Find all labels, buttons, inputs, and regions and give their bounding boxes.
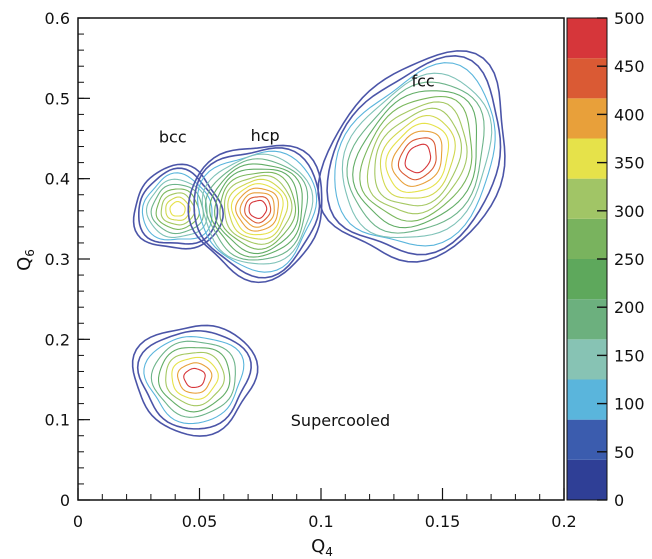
y-axis: 0 0.1 0.2 0.3 0.4 0.5 0.6 bbox=[45, 9, 90, 510]
y-axis-title: Q6 bbox=[14, 249, 37, 271]
colorbar: 0 50 100 150 200 250 300 350 400 450 500 bbox=[566, 9, 645, 510]
contour-line bbox=[248, 199, 268, 220]
contour-line bbox=[165, 196, 191, 221]
contour-line bbox=[326, 54, 502, 256]
contour-line bbox=[239, 192, 275, 228]
contour-line bbox=[223, 174, 293, 245]
contour-cluster-fcc bbox=[317, 50, 506, 263]
annotation-supercooled: Supercooled bbox=[291, 411, 390, 430]
colorbar-segment bbox=[567, 178, 607, 219]
contour-line bbox=[204, 158, 309, 261]
colorbar-segment bbox=[567, 58, 607, 99]
contour-line bbox=[397, 137, 437, 181]
contour-line bbox=[230, 183, 284, 236]
contour-line bbox=[183, 367, 206, 389]
y-tick-label: 0.4 bbox=[45, 170, 70, 189]
colorbar-segment bbox=[567, 259, 607, 300]
contour-line bbox=[143, 336, 245, 425]
contour-line bbox=[352, 90, 478, 229]
contour-line bbox=[317, 50, 506, 263]
contour-line bbox=[165, 351, 225, 407]
colorbar-segment bbox=[567, 339, 607, 380]
contour-line bbox=[193, 147, 321, 279]
contour-line bbox=[359, 95, 473, 222]
colorbar-segment bbox=[567, 138, 607, 179]
contour-line bbox=[346, 81, 485, 234]
colorbar-tick-label: 300 bbox=[614, 202, 645, 221]
colorbar-segment bbox=[567, 218, 607, 259]
colorbar-tick-label: 450 bbox=[614, 57, 645, 76]
contour-cluster-supercooled bbox=[131, 324, 259, 437]
contour-line bbox=[136, 330, 252, 430]
y-tick-label: 0.5 bbox=[45, 89, 70, 108]
colorbar-tick-label: 250 bbox=[614, 250, 645, 269]
contour-line bbox=[171, 356, 219, 400]
colorbar-segment bbox=[567, 299, 607, 340]
x-axis: 0 0.05 0.1 0.15 0.2 bbox=[73, 488, 577, 531]
colorbar-tick-label: 200 bbox=[614, 298, 645, 317]
contour-line bbox=[157, 347, 231, 413]
x-tick-label: 0.2 bbox=[551, 512, 576, 531]
contour-layer bbox=[131, 50, 506, 437]
colorbar-segment bbox=[567, 419, 607, 460]
contour-line bbox=[169, 200, 186, 217]
x-tick-label: 0 bbox=[73, 512, 83, 531]
contour-line bbox=[187, 144, 323, 284]
contour-line bbox=[374, 107, 463, 207]
contour-line bbox=[155, 188, 200, 230]
contour-line bbox=[177, 362, 213, 394]
colorbar-tick-label: 400 bbox=[614, 105, 645, 124]
contour-line bbox=[214, 168, 300, 255]
x-axis-title: Q4 bbox=[311, 536, 333, 559]
y-tick-label: 0.3 bbox=[45, 250, 70, 269]
annotation-fcc: fcc bbox=[411, 71, 434, 90]
x-axis-title-main: Q bbox=[311, 536, 325, 557]
contour-line bbox=[219, 171, 297, 250]
colorbar-segment bbox=[567, 379, 607, 420]
y-tick-label: 0 bbox=[60, 491, 70, 510]
contour-line bbox=[366, 101, 468, 215]
contour-line bbox=[145, 178, 208, 238]
y-tick-label: 0.6 bbox=[45, 9, 70, 28]
colorbar-tick-label: 50 bbox=[614, 443, 634, 462]
y-tick-label: 0.2 bbox=[45, 330, 70, 349]
contour-line bbox=[235, 187, 279, 232]
x-tick-label: 0.1 bbox=[308, 512, 333, 531]
colorbar-segment bbox=[567, 18, 607, 59]
y-tick-label: 0.1 bbox=[45, 411, 70, 430]
contour-line bbox=[379, 114, 456, 199]
contour-line bbox=[197, 150, 318, 273]
contour-line bbox=[334, 62, 496, 247]
contour-line bbox=[150, 183, 204, 235]
colorbar-tick-label: 350 bbox=[614, 154, 645, 173]
contour-line bbox=[391, 130, 443, 187]
colorbar-segment bbox=[567, 459, 607, 500]
contour-line bbox=[150, 340, 236, 418]
annotation-hcp: hcp bbox=[251, 126, 280, 145]
colorbar-tick-label: 0 bbox=[614, 491, 624, 510]
colorbar-tick-label: 150 bbox=[614, 346, 645, 365]
annotations: bcc hcp fcc Supercooled bbox=[159, 71, 435, 430]
y-axis-title-sub: 6 bbox=[23, 249, 37, 257]
contour-line bbox=[209, 163, 303, 258]
contour-line bbox=[244, 196, 272, 224]
contour-line bbox=[341, 72, 493, 239]
contour-cluster-hcp bbox=[187, 144, 323, 284]
annotation-bcc: bcc bbox=[159, 128, 187, 147]
colorbar-tick-label: 100 bbox=[614, 395, 645, 414]
contour-line bbox=[131, 324, 259, 437]
x-axis-title-sub: 4 bbox=[325, 545, 333, 559]
colorbar-segment bbox=[567, 98, 607, 139]
contour-line bbox=[404, 143, 432, 174]
contour-line bbox=[201, 153, 314, 265]
contour-line bbox=[385, 122, 450, 193]
y-axis-title-main: Q bbox=[14, 257, 35, 271]
x-tick-label: 0.05 bbox=[182, 512, 218, 531]
x-tick-label: 0.15 bbox=[425, 512, 461, 531]
contour-line bbox=[160, 192, 196, 226]
colorbar-tick-label: 500 bbox=[614, 9, 645, 28]
contour-line bbox=[227, 178, 289, 240]
